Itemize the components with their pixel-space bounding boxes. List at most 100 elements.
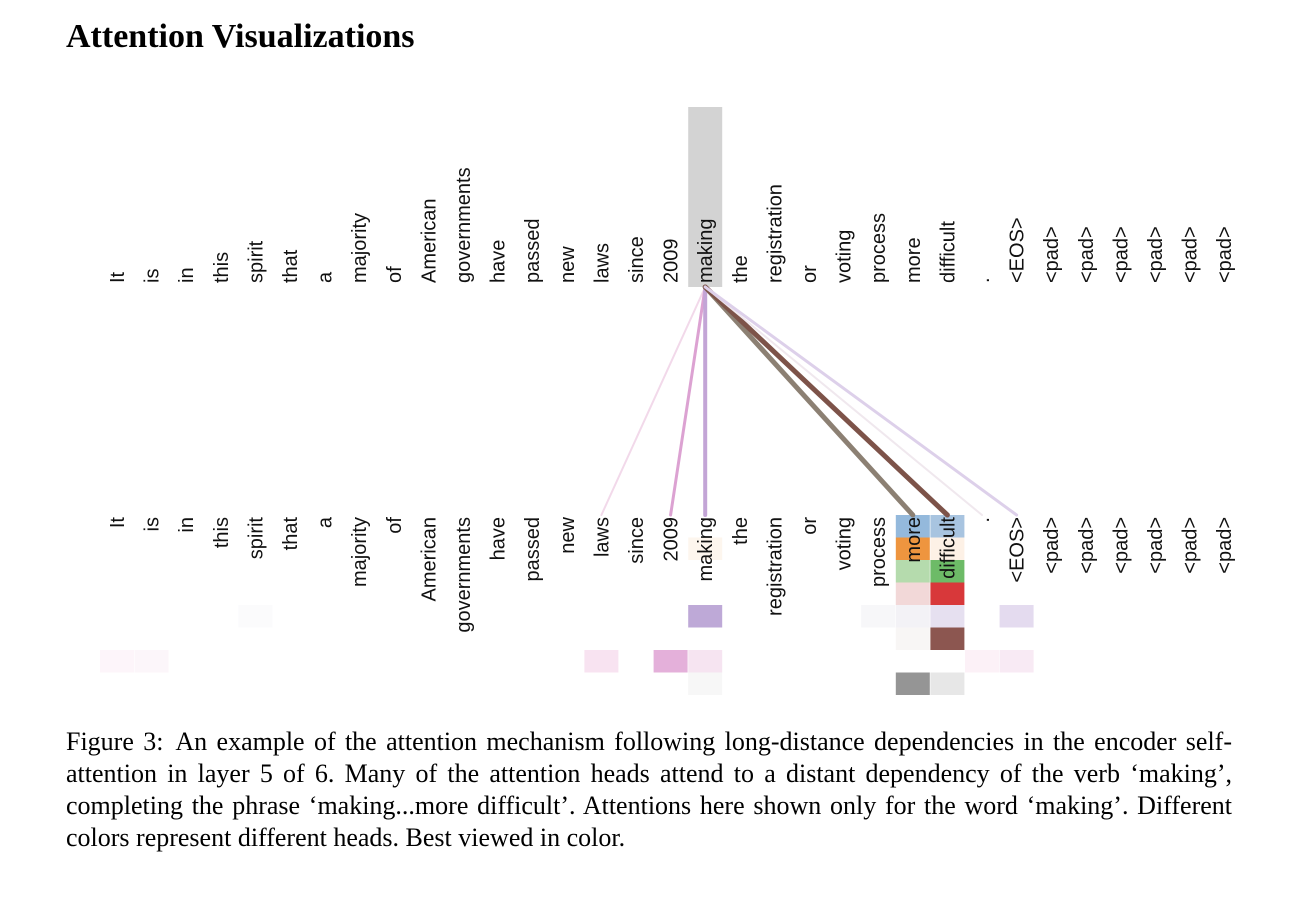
bottom-token-label: <pad> [1110, 517, 1132, 574]
top-token-label: passed [522, 219, 544, 284]
bottom-token-label: <pad> [1041, 517, 1063, 574]
top-token-label: . [972, 277, 994, 283]
attention-cell [688, 650, 723, 673]
top-token-label: <pad> [1214, 226, 1236, 283]
top-token-label: since [626, 236, 648, 283]
bottom-token-label: process [868, 517, 890, 587]
bottom-token-label: passed [522, 517, 544, 582]
bottom-token-label: majority [349, 517, 371, 587]
bottom-token-label: is [142, 517, 164, 531]
attention-cell [999, 650, 1034, 673]
attention-cell [930, 672, 965, 695]
figure-caption: Figure 3: An example of the attention me… [66, 726, 1232, 854]
bottom-token-label: since [626, 517, 648, 564]
top-token-label: this [211, 252, 233, 283]
attention-visualization-figure: It is in this spirit that a majority of American g… [100, 107, 1237, 695]
attention-cell [930, 582, 965, 605]
top-token-label: of [384, 266, 406, 283]
bottom-token-label: American [418, 517, 440, 601]
top-token-label: <EOS> [1007, 217, 1029, 283]
bottom-token-row: It is in this spirit that a majority of American g… [107, 516, 1236, 633]
attention-line [702, 284, 916, 518]
top-token-label: <pad> [1180, 226, 1202, 283]
attention-cell [134, 650, 169, 673]
attention-cell [965, 650, 999, 673]
bottom-token-label: <pad> [1180, 517, 1202, 574]
attention-connections [600, 284, 1019, 518]
top-token-label: that [280, 249, 302, 283]
top-token-label: <pad> [1110, 226, 1132, 283]
bottom-token-label: that [280, 517, 302, 551]
attention-cell [238, 605, 273, 628]
top-token-label: a [315, 271, 337, 283]
bottom-token-label: It [107, 517, 129, 529]
attention-heatmap [100, 515, 1034, 695]
bottom-token-label: spirit [245, 517, 267, 560]
top-token-label: It [107, 271, 129, 283]
query-highlight-box [688, 107, 723, 287]
attention-cell [861, 605, 896, 628]
bottom-token-label: this [211, 517, 233, 548]
attention-cell [930, 560, 965, 583]
top-token-label: process [868, 213, 890, 283]
attention-cell [895, 605, 930, 628]
bottom-token-label: 2009 [661, 517, 683, 562]
attention-line [704, 286, 983, 516]
top-token-label: the [730, 255, 752, 283]
attention-cell [100, 650, 134, 673]
top-token-label: making [695, 219, 717, 283]
attention-cell [895, 582, 930, 605]
attention-cell [930, 515, 965, 538]
attention-cell [688, 672, 723, 695]
bottom-token-label: <EOS> [1007, 517, 1029, 583]
top-token-label: new [557, 246, 579, 283]
attention-line [702, 284, 950, 518]
bottom-token-label: in [176, 517, 198, 533]
top-token-label: <pad> [1041, 226, 1063, 283]
attention-cell [895, 627, 930, 650]
caption-label: Figure 3: [66, 727, 164, 756]
top-token-label: American [418, 199, 440, 283]
top-token-label: spirit [245, 240, 267, 283]
bottom-token-label: laws [591, 517, 613, 557]
bottom-token-label: registration [764, 517, 786, 616]
bottom-token-label: making [695, 517, 717, 581]
top-token-label: voting [834, 230, 856, 283]
attention-cell [930, 627, 965, 650]
top-token-label: is [142, 269, 164, 283]
top-token-label: registration [764, 184, 786, 283]
bottom-token-label: have [488, 517, 510, 560]
bottom-token-label: more [903, 517, 925, 563]
top-token-row: It is in this spirit that a majority of American g… [107, 167, 1236, 283]
section-title: Attention Visualizations [66, 18, 415, 55]
attention-cell [930, 537, 965, 560]
bottom-token-label: <pad> [1145, 517, 1167, 574]
attention-cell [584, 650, 619, 673]
attention-line [669, 285, 707, 517]
bottom-token-label: <pad> [1214, 517, 1236, 574]
top-token-label: <pad> [1076, 226, 1098, 283]
attention-line [600, 286, 707, 516]
query-token-highlight [688, 107, 723, 287]
attention-cell [930, 605, 965, 628]
bottom-token-label: the [730, 517, 752, 545]
top-token-label: majority [349, 213, 371, 283]
top-token-label: or [799, 265, 821, 283]
top-token-label: have [488, 240, 510, 283]
top-token-label: 2009 [661, 239, 683, 284]
bottom-token-label: of [384, 517, 406, 534]
attention-cell [895, 672, 930, 695]
bottom-token-label: governments [453, 517, 475, 633]
bottom-token-label: or [799, 517, 821, 535]
caption-text: An example of the attention mechanism fo… [66, 727, 1232, 852]
attention-cell [895, 515, 930, 538]
bottom-token-label: a [315, 516, 337, 528]
attention-cell [688, 605, 723, 628]
top-token-label: more [903, 237, 925, 283]
bottom-token-label: difficult [937, 517, 959, 579]
top-token-label: governments [453, 167, 475, 283]
top-token-label: <pad> [1145, 226, 1167, 283]
attention-cell [688, 537, 723, 560]
attention-cell [895, 560, 930, 583]
attention-cell [653, 650, 688, 673]
